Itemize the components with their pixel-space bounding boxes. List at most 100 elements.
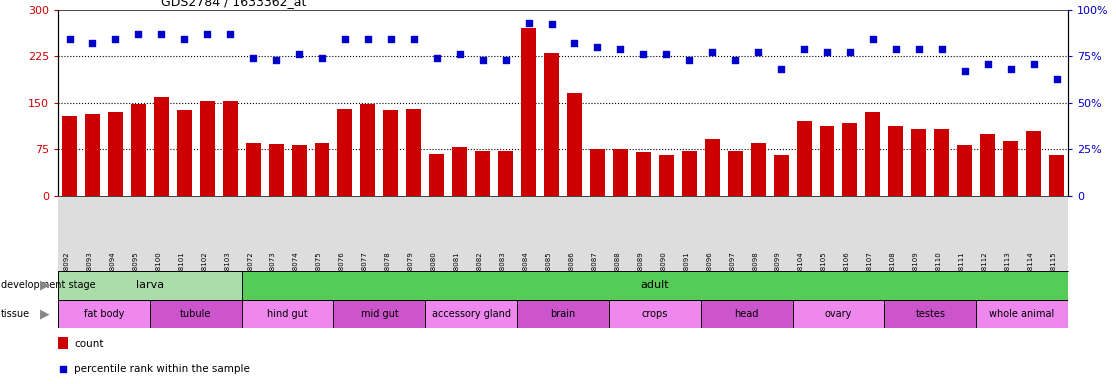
Bar (567, 93, 581, 196)
Point (427, 55, 445, 61)
Bar (934, 129, 950, 196)
Bar (728, 151, 742, 196)
Point (772, 66, 790, 72)
Bar (62, 116, 77, 196)
Text: crops: crops (642, 309, 668, 319)
Point (727, 57, 744, 63)
Bar (888, 126, 903, 196)
Bar (315, 143, 329, 196)
Text: brain: brain (550, 309, 576, 319)
Point (221, 31, 239, 37)
Point (451, 51, 469, 57)
Bar (425, 300, 517, 328)
Text: mid gut: mid gut (360, 309, 398, 319)
Point (612, 46, 629, 52)
Bar (85, 114, 100, 196)
Point (244, 55, 262, 61)
Point (267, 57, 285, 63)
Bar (792, 300, 884, 328)
Point (153, 31, 171, 37)
Bar (658, 156, 674, 196)
Bar (334, 300, 425, 328)
Point (84, 40, 102, 46)
Bar (176, 110, 192, 196)
Text: larva: larva (136, 280, 164, 290)
Text: tubule: tubule (180, 309, 211, 319)
Point (1048, 75, 1066, 81)
Bar (797, 121, 811, 196)
Text: whole animal: whole animal (990, 309, 1055, 319)
Point (795, 46, 812, 52)
Text: development stage: development stage (1, 280, 96, 290)
Bar (1049, 156, 1064, 196)
Text: percentile rank within the sample: percentile rank within the sample (74, 364, 250, 374)
Point (405, 36, 423, 43)
Bar (406, 109, 421, 196)
Point (566, 40, 584, 46)
Point (703, 50, 721, 56)
Bar (58, 337, 68, 349)
Point (749, 50, 767, 56)
Bar (150, 300, 242, 328)
Point (520, 20, 538, 26)
Bar (337, 109, 353, 196)
Text: adult: adult (641, 280, 670, 290)
Bar (242, 271, 1068, 300)
Point (588, 44, 606, 50)
Bar (590, 149, 605, 196)
Point (955, 68, 973, 74)
Point (818, 50, 836, 56)
Text: tissue: tissue (1, 309, 30, 319)
Bar (58, 300, 150, 328)
Bar (865, 112, 881, 196)
Text: ovary: ovary (825, 309, 853, 319)
Bar (843, 122, 857, 196)
Bar (636, 152, 651, 196)
Bar (108, 112, 123, 196)
Bar (430, 154, 444, 196)
Text: count: count (74, 339, 104, 349)
Bar (613, 149, 628, 196)
Bar (58, 271, 242, 300)
Bar (701, 300, 792, 328)
Bar (452, 147, 468, 196)
Text: accessory gland: accessory gland (432, 309, 511, 319)
Bar (223, 101, 238, 196)
Text: head: head (734, 309, 759, 319)
Bar (912, 129, 926, 196)
Bar (705, 139, 720, 196)
Bar (1003, 141, 1018, 196)
Point (542, 22, 560, 28)
Bar (958, 145, 972, 196)
Text: ▶: ▶ (40, 279, 49, 291)
Point (290, 51, 308, 57)
Text: hind gut: hind gut (267, 309, 308, 319)
Bar (360, 104, 375, 196)
Point (841, 50, 859, 56)
Text: fat body: fat body (84, 309, 124, 319)
Point (497, 57, 514, 63)
Point (54, 366, 71, 372)
Point (887, 46, 905, 52)
Point (106, 36, 124, 43)
Bar (517, 300, 609, 328)
Point (314, 55, 331, 61)
Text: testes: testes (915, 309, 945, 319)
Bar (682, 151, 696, 196)
Bar (980, 134, 995, 196)
Bar (384, 110, 398, 196)
Bar (521, 28, 536, 196)
Bar (819, 126, 835, 196)
Point (336, 36, 354, 43)
Bar (884, 300, 976, 328)
Point (910, 46, 927, 52)
Bar (773, 156, 789, 196)
Bar (154, 96, 169, 196)
Bar (131, 104, 146, 196)
Point (359, 36, 377, 43)
Point (634, 51, 652, 57)
Point (474, 57, 492, 63)
Point (129, 31, 147, 37)
Bar (269, 144, 283, 196)
Bar (246, 143, 261, 196)
